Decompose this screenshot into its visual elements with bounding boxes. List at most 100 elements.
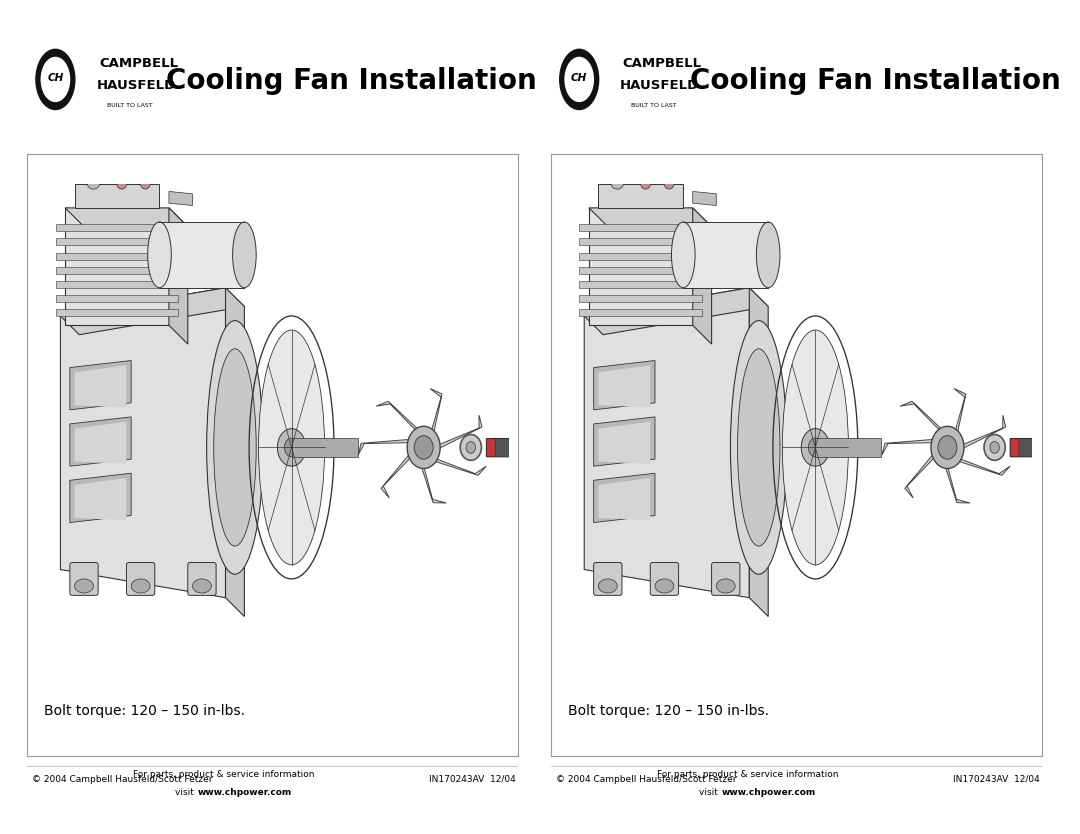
Ellipse shape [654, 579, 674, 593]
Text: Bolt torque: 120 – 150 in-lbs.: Bolt torque: 120 – 150 in-lbs. [44, 704, 245, 718]
Text: For parts, product & service information: For parts, product & service information [657, 770, 838, 779]
Polygon shape [950, 456, 1010, 475]
Polygon shape [954, 389, 966, 441]
Polygon shape [580, 239, 702, 245]
Ellipse shape [140, 179, 150, 189]
Polygon shape [594, 417, 654, 466]
Polygon shape [584, 288, 768, 334]
Text: Bolt torque: 120 – 150 in-lbs.: Bolt torque: 120 – 150 in-lbs. [568, 704, 769, 718]
Ellipse shape [278, 429, 306, 466]
Text: HAUSFELD.: HAUSFELD. [96, 78, 180, 92]
Polygon shape [900, 401, 949, 436]
Polygon shape [56, 253, 178, 259]
Polygon shape [160, 222, 244, 288]
Ellipse shape [407, 426, 441, 469]
Ellipse shape [738, 349, 780, 546]
Text: HAUSFELD.: HAUSFELD. [620, 78, 704, 92]
Polygon shape [584, 288, 750, 598]
Polygon shape [56, 224, 178, 231]
Polygon shape [60, 288, 226, 598]
Polygon shape [430, 389, 442, 441]
Text: visit: visit [175, 788, 197, 797]
FancyBboxPatch shape [650, 562, 678, 595]
Polygon shape [70, 360, 131, 409]
Polygon shape [580, 267, 702, 274]
Polygon shape [427, 456, 486, 475]
Polygon shape [589, 208, 712, 227]
Ellipse shape [939, 435, 957, 460]
Polygon shape [598, 365, 650, 408]
Ellipse shape [232, 222, 256, 288]
Ellipse shape [990, 441, 999, 454]
Ellipse shape [801, 429, 829, 466]
Polygon shape [942, 457, 970, 503]
Ellipse shape [672, 222, 696, 288]
Polygon shape [168, 208, 188, 344]
Polygon shape [359, 439, 417, 455]
FancyBboxPatch shape [487, 439, 495, 456]
Ellipse shape [611, 179, 623, 189]
Ellipse shape [730, 320, 787, 575]
Ellipse shape [75, 579, 94, 593]
Polygon shape [75, 478, 126, 520]
Polygon shape [598, 478, 650, 520]
Ellipse shape [258, 330, 325, 565]
Ellipse shape [284, 438, 299, 457]
Text: IN170243AV  12/04: IN170243AV 12/04 [429, 775, 516, 784]
Polygon shape [75, 421, 126, 464]
Text: Installation Instructions: Installation Instructions [556, 127, 744, 140]
Text: © 2004 Campbell Hausfeld/Scott Fetzer: © 2004 Campbell Hausfeld/Scott Fetzer [556, 775, 737, 784]
Ellipse shape [214, 349, 256, 546]
Polygon shape [56, 294, 178, 302]
Ellipse shape [565, 58, 593, 102]
Text: Installation Instructions: Installation Instructions [32, 127, 220, 140]
Text: For parts, product & service information: For parts, product & service information [133, 770, 314, 779]
Text: www.chpower.com: www.chpower.com [721, 788, 816, 797]
FancyBboxPatch shape [1010, 439, 1034, 457]
Ellipse shape [117, 179, 126, 189]
Text: Cooling Fan Installation: Cooling Fan Installation [690, 67, 1061, 95]
Ellipse shape [984, 435, 1005, 460]
Polygon shape [905, 449, 940, 498]
Polygon shape [692, 208, 712, 344]
Polygon shape [56, 267, 178, 274]
Polygon shape [70, 473, 131, 523]
Text: www.chpower.com: www.chpower.com [198, 788, 293, 797]
Ellipse shape [467, 441, 475, 454]
Ellipse shape [808, 438, 823, 457]
Ellipse shape [36, 49, 75, 109]
Ellipse shape [931, 426, 964, 469]
Text: Cooling Fan Installation: Cooling Fan Installation [166, 67, 537, 95]
Ellipse shape [148, 222, 172, 288]
Ellipse shape [460, 435, 482, 460]
Polygon shape [580, 281, 702, 288]
Polygon shape [418, 457, 446, 503]
Polygon shape [594, 360, 654, 409]
Ellipse shape [206, 320, 264, 575]
Polygon shape [376, 401, 426, 436]
Polygon shape [598, 184, 684, 208]
Polygon shape [381, 449, 416, 498]
Text: BUILT TO LAST: BUILT TO LAST [107, 103, 152, 108]
Text: CH: CH [48, 73, 64, 83]
FancyBboxPatch shape [70, 562, 98, 595]
Polygon shape [60, 288, 244, 334]
Polygon shape [594, 473, 654, 523]
Polygon shape [882, 439, 941, 455]
Polygon shape [56, 309, 178, 316]
FancyBboxPatch shape [594, 562, 622, 595]
FancyBboxPatch shape [1011, 439, 1018, 456]
Ellipse shape [756, 222, 780, 288]
FancyBboxPatch shape [188, 562, 216, 595]
Text: IN170243AV  12/04: IN170243AV 12/04 [953, 775, 1040, 784]
Polygon shape [65, 208, 188, 227]
Polygon shape [598, 421, 650, 464]
Ellipse shape [131, 579, 150, 593]
Text: © 2004 Campbell Hausfeld/Scott Fetzer: © 2004 Campbell Hausfeld/Scott Fetzer [32, 775, 213, 784]
Text: CAMPBELL: CAMPBELL [623, 57, 702, 70]
Ellipse shape [87, 179, 99, 189]
Ellipse shape [415, 435, 433, 460]
Text: CAMPBELL: CAMPBELL [99, 57, 178, 70]
Ellipse shape [41, 58, 69, 102]
Text: CH: CH [571, 73, 588, 83]
